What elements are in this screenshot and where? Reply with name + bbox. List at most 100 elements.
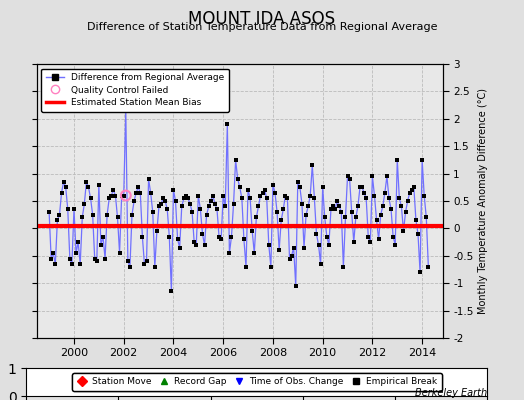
Point [277, 217, 286, 223]
Point [51, 261, 60, 267]
Point [113, 214, 122, 221]
Point [380, 190, 389, 196]
Legend: Difference from Regional Average, Quality Control Failed, Estimated Station Mean: Difference from Regional Average, Qualit… [41, 68, 229, 112]
Point [260, 187, 269, 193]
Point [178, 203, 186, 210]
Point [267, 264, 275, 270]
Point [105, 195, 113, 202]
Point [200, 242, 209, 248]
Point [375, 236, 383, 242]
Point [254, 203, 263, 210]
Point [302, 212, 310, 218]
Point [364, 234, 373, 240]
Point [171, 198, 180, 204]
Point [366, 239, 375, 245]
Point [56, 212, 64, 218]
Point [368, 173, 377, 180]
Text: Difference of Station Temperature Data from Regional Average: Difference of Station Temperature Data f… [87, 22, 437, 32]
Point [383, 173, 391, 180]
Point [395, 195, 403, 202]
Point [281, 192, 290, 199]
Point [194, 192, 202, 199]
Point [350, 239, 358, 245]
Text: MOUNT IDA ASOS: MOUNT IDA ASOS [189, 10, 335, 28]
Point [136, 190, 145, 196]
Point [45, 209, 53, 215]
Point [206, 198, 215, 204]
Point [263, 195, 271, 202]
Point [308, 162, 316, 168]
Point [376, 212, 385, 218]
Point [289, 244, 298, 251]
Point [159, 195, 167, 202]
Point [99, 234, 107, 240]
Point [242, 264, 250, 270]
Point [420, 192, 429, 199]
Point [128, 212, 136, 218]
Point [252, 214, 260, 221]
Point [209, 192, 217, 199]
Point [412, 217, 420, 223]
Point [82, 179, 91, 185]
Point [176, 244, 184, 251]
Point [300, 244, 308, 251]
Point [68, 261, 76, 267]
Point [86, 195, 95, 202]
Point [122, 192, 130, 199]
Point [173, 236, 182, 242]
Point [59, 179, 68, 185]
Point [111, 192, 119, 199]
Point [258, 190, 267, 196]
Point [182, 192, 190, 199]
Point [321, 214, 329, 221]
Point [370, 192, 379, 199]
Point [275, 247, 283, 254]
Point [356, 184, 364, 190]
Point [312, 231, 321, 237]
Point [406, 190, 414, 196]
Point [101, 255, 110, 262]
Point [310, 195, 319, 202]
Point [347, 209, 356, 215]
Point [192, 242, 201, 248]
Legend: Station Move, Record Gap, Time of Obs. Change, Empirical Break: Station Move, Record Gap, Time of Obs. C… [72, 373, 442, 391]
Point [287, 253, 296, 259]
Y-axis label: Monthly Temperature Anomaly Difference (°C): Monthly Temperature Anomaly Difference (… [478, 88, 488, 314]
Point [410, 184, 418, 190]
Point [373, 217, 381, 223]
Point [157, 200, 165, 207]
Point [80, 200, 89, 207]
Point [66, 255, 74, 262]
Point [115, 250, 124, 256]
Point [387, 206, 395, 212]
Point [424, 264, 432, 270]
Point [343, 173, 352, 180]
Point [140, 261, 149, 267]
Point [360, 190, 368, 196]
Point [335, 203, 343, 210]
Point [152, 228, 161, 234]
Point [333, 198, 341, 204]
Point [72, 250, 80, 256]
Point [399, 228, 408, 234]
Point [186, 200, 194, 207]
Point [169, 187, 178, 193]
Point [341, 214, 350, 221]
Point [49, 250, 58, 256]
Point [244, 187, 252, 193]
Point [250, 250, 258, 256]
Point [122, 107, 130, 114]
Point [163, 206, 171, 212]
Point [188, 209, 196, 215]
Point [414, 231, 422, 237]
Point [215, 234, 223, 240]
Point [47, 255, 56, 262]
Point [211, 200, 219, 207]
Point [70, 206, 78, 212]
Point [362, 195, 370, 202]
Point [213, 206, 221, 212]
Point [196, 206, 204, 212]
Point [95, 181, 103, 188]
Point [416, 269, 424, 276]
Point [230, 200, 238, 207]
